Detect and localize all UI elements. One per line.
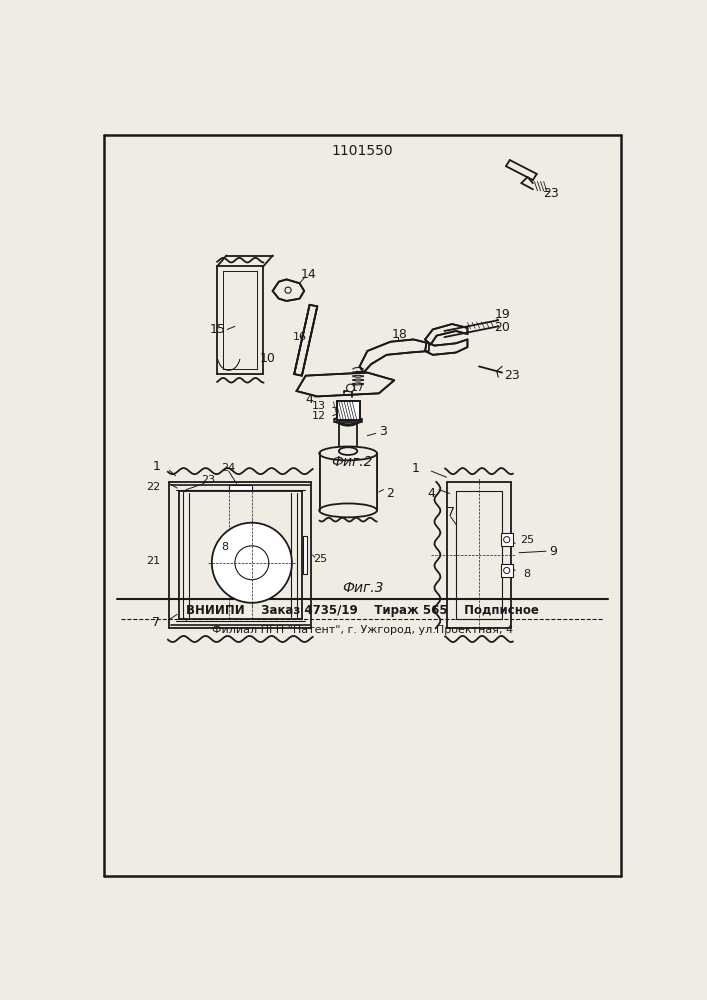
Circle shape [235,546,269,580]
Text: 1: 1 [152,460,160,473]
Text: 14: 14 [300,267,316,280]
Polygon shape [425,339,467,355]
Text: 4: 4 [427,487,436,500]
Text: 24: 24 [221,463,236,473]
Text: 1101550: 1101550 [332,144,394,158]
Text: 23: 23 [201,475,215,485]
Text: 25: 25 [313,554,327,564]
Text: 7: 7 [447,506,455,519]
Polygon shape [294,305,317,376]
Circle shape [346,384,354,392]
Text: 21: 21 [146,556,160,566]
Bar [337,401,360,420]
Polygon shape [360,339,429,373]
Text: 25: 25 [520,535,534,545]
Text: 18: 18 [392,328,408,341]
Ellipse shape [320,503,377,517]
Circle shape [503,567,510,574]
Text: Филиал ПГП "Патент", г. Ужгород, ул.Проектная, 4: Филиал ПГП "Патент", г. Ужгород, ул.Прое… [212,625,513,635]
Text: 12: 12 [312,411,326,421]
Text: 20: 20 [494,321,510,334]
Text: 13: 13 [312,401,326,411]
Text: 17: 17 [351,383,365,393]
Bar [337,401,360,420]
Text: 23: 23 [504,369,520,382]
Bar [320,453,378,510]
Text: ВНИИПИ    Заказ 4735/19    Тираж 565    Подписное: ВНИИПИ Заказ 4735/19 Тираж 565 Подписное [186,604,539,617]
Circle shape [212,523,292,603]
Text: 7: 7 [152,616,160,629]
Text: 19: 19 [494,308,510,321]
Text: 1: 1 [412,462,420,475]
Polygon shape [273,279,304,301]
Bar [229,485,252,490]
Text: Фиг.3: Фиг.3 [342,581,383,595]
Polygon shape [296,373,395,396]
Text: 15: 15 [209,323,225,336]
Text: 8: 8 [221,542,228,552]
Polygon shape [425,324,467,345]
Text: 8: 8 [523,569,530,579]
Text: 9: 9 [550,545,558,558]
Bar [303,536,308,574]
Bar [501,533,513,546]
Ellipse shape [320,446,377,460]
Text: 22: 22 [146,482,160,492]
Text: 16: 16 [293,332,307,342]
Text: 3: 3 [379,425,387,438]
Bar [501,564,513,577]
Ellipse shape [334,416,362,424]
Text: 4: 4 [305,393,313,406]
Text: 23: 23 [543,187,559,200]
Ellipse shape [339,447,357,455]
Text: 10: 10 [259,352,275,365]
Circle shape [503,537,510,543]
Text: Фиг.2: Фиг.2 [331,455,373,469]
Circle shape [285,287,291,293]
Ellipse shape [339,418,357,426]
Text: 2: 2 [387,487,395,500]
